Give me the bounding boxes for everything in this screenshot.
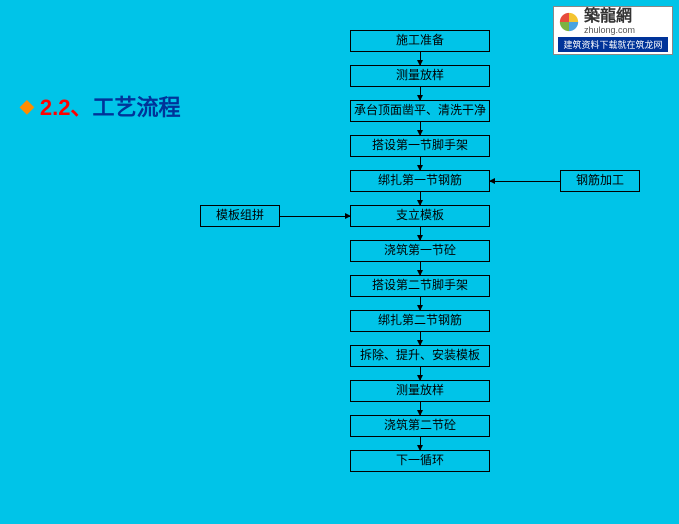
flow-arrow-down xyxy=(420,157,421,170)
flow-arrow-down xyxy=(420,227,421,240)
bullet-icon: ◆ xyxy=(20,96,34,117)
flow-node-n1: 施工准备 xyxy=(350,30,490,52)
flow-node-n4: 搭设第一节脚手架 xyxy=(350,135,490,157)
flow-arrow-down xyxy=(420,262,421,275)
flow-node-n8: 搭设第二节脚手架 xyxy=(350,275,490,297)
flow-node-n5: 绑扎第一节钢筋 xyxy=(350,170,490,192)
flow-node-n12: 浇筑第二节砼 xyxy=(350,415,490,437)
logo-top: 築龍網 zhulong.com xyxy=(558,9,668,35)
flow-arrow-down xyxy=(420,437,421,450)
flow-arrow-down xyxy=(420,192,421,205)
heading-number: 2.2、 xyxy=(40,90,93,122)
flow-arrow-down xyxy=(420,367,421,380)
logo-url: zhulong.com xyxy=(584,26,635,35)
flow-arrow-down xyxy=(420,122,421,135)
logo-brand: 築龍網 xyxy=(584,9,635,25)
flow-arrow-side xyxy=(280,216,350,217)
flow-node-n2: 测量放样 xyxy=(350,65,490,87)
flow-arrow-down xyxy=(420,297,421,310)
heading-text: 工艺流程 xyxy=(92,90,180,122)
flow-arrow-down xyxy=(420,332,421,345)
flow-node-n13: 下一循环 xyxy=(350,450,490,472)
flow-node-n9: 绑扎第二节钢筋 xyxy=(350,310,490,332)
flow-arrow-down xyxy=(420,402,421,415)
flow-node-s1: 钢筋加工 xyxy=(560,170,640,192)
site-logo: 築龍網 zhulong.com 建筑资料下载就在筑龙网 xyxy=(553,6,673,55)
logo-pinwheel-icon xyxy=(558,11,580,33)
logo-tagline: 建筑资料下载就在筑龙网 xyxy=(558,37,668,52)
flow-arrow-down xyxy=(420,87,421,100)
flow-node-n6: 支立模板 xyxy=(350,205,490,227)
flow-node-n3: 承台顶面凿平、清洗干净 xyxy=(350,100,490,122)
flow-node-n7: 浇筑第一节砼 xyxy=(350,240,490,262)
flow-arrow-down xyxy=(420,52,421,65)
flow-node-n11: 测量放样 xyxy=(350,380,490,402)
flow-arrow-side xyxy=(490,181,560,182)
section-heading: ◆ 2.2、 工艺流程 xyxy=(20,90,180,122)
flow-node-s2: 模板组拼 xyxy=(200,205,280,227)
flow-node-n10: 拆除、提升、安装模板 xyxy=(350,345,490,367)
